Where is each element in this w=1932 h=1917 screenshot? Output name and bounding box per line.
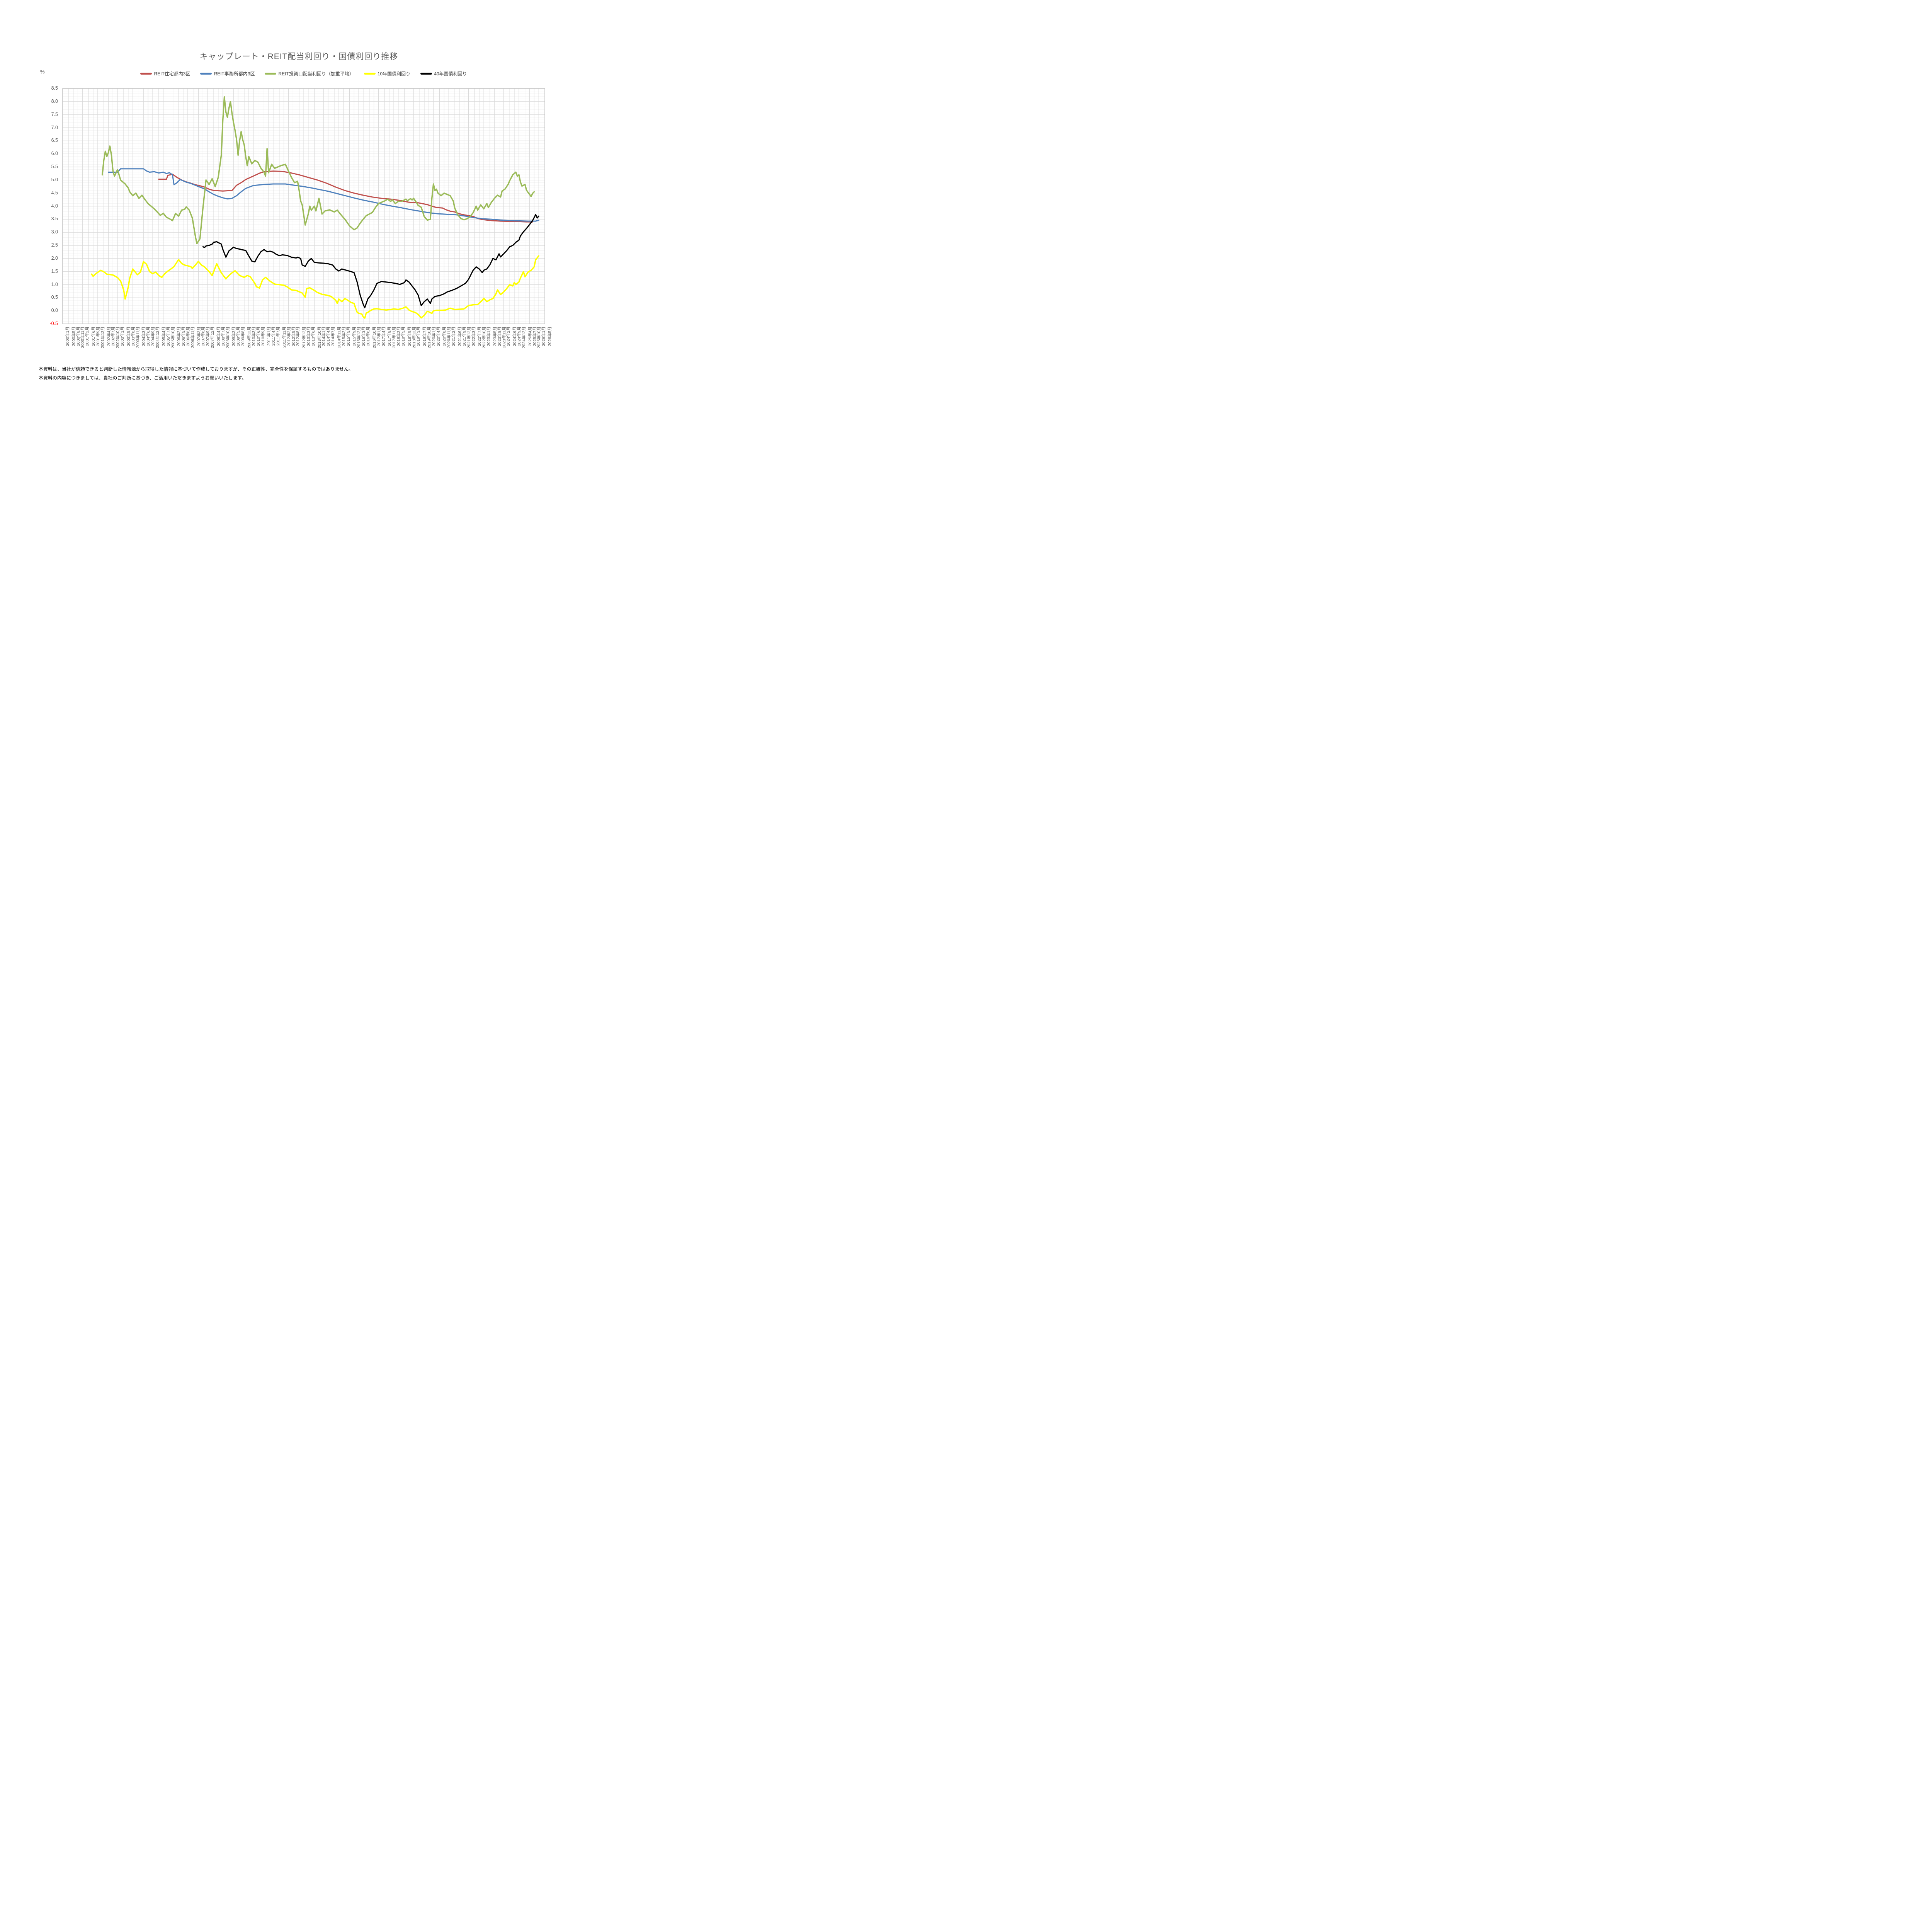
x-axis-tick-label: 2008年10月 (225, 327, 230, 349)
x-axis-tick-label: 2000年1月 (65, 327, 70, 346)
x-axis-tick-label: 2006年11月 (190, 327, 195, 348)
legend-line-swatch (364, 73, 376, 75)
y-axis-tick-label: 1.0 (51, 281, 58, 287)
legend-label: 10年国債利回り (377, 71, 411, 77)
legend-label: 40年国債利回り (434, 71, 467, 77)
y-axis-tick-label: 3.0 (51, 229, 58, 235)
chart-page: キャップレート・REIT配当利回り・国債利回り推移 % REIT住宅都内3区 RE… (0, 0, 598, 423)
x-axis-tick-label: 2010年9月 (260, 327, 265, 346)
x-axis-tick-label: 2021年2月 (451, 327, 456, 346)
x-axis-tick-label: 2023年1月 (486, 327, 492, 346)
x-axis-tick-label: 2016年6月 (366, 327, 371, 346)
y-axis-tick-label: 5.5 (51, 164, 58, 169)
legend-item: 40年国債利回り (420, 70, 467, 77)
footnote-line-2: 本資料の内容につきましては、貴社のご判断に基づき、ご活用いただきますようお願いい… (39, 375, 247, 381)
legend-item: 10年国債利回り (364, 70, 410, 77)
y-axis-tick-label: 4.5 (51, 190, 58, 196)
x-axis-tick-label: 2015年5月 (346, 327, 351, 346)
legend-item: REIT投資口配当利回り（加重平均） (265, 70, 354, 77)
x-axis-tick-label: 2012年8月 (296, 327, 301, 346)
x-axis-tick-label: 2003年1月 (120, 327, 125, 346)
legend-label: REIT投資口配当利回り（加重平均） (278, 71, 354, 77)
y-axis-tick-label: 3.5 (51, 216, 58, 222)
series-line-REIT事務所都内3区 (108, 168, 539, 222)
y-axis-tick-label: 0.5 (51, 295, 58, 300)
legend-line-swatch (200, 73, 212, 75)
legend-label: REIT事務所都内3区 (214, 71, 255, 77)
y-axis-tick-label: 1.5 (51, 268, 58, 274)
x-axis-tick-label: 2026年1月 (541, 327, 546, 346)
x-axis-tick-label: 2017年4月 (381, 327, 386, 346)
x-axis-tick-label: 2011年7月 (276, 327, 281, 346)
y-axis-tick-label: 2.5 (51, 242, 58, 248)
x-axis-tick-label: 2024年2月 (506, 327, 511, 346)
y-axis-tick-label: 4.0 (51, 203, 58, 209)
legend-item: REIT住宅都内3区 (140, 70, 190, 77)
y-axis-tick-label: 2.0 (51, 255, 58, 261)
y-axis-tick-label: 5.0 (51, 177, 58, 182)
x-axis-tick-label: 2026年5月 (548, 327, 552, 346)
footnotes: 本資料は、当社が信頼できると判断した情報源から取得した情報に基づいて作成しており… (39, 365, 353, 383)
x-axis-tick-label: 2013年6月 (311, 327, 316, 346)
x-axis-tick-label: 2001年2月 (85, 327, 90, 346)
x-axis-tick-label: 2001年12月 (100, 327, 105, 349)
x-axis-tick-label: 2005年10月 (170, 327, 175, 349)
footnote-line-1: 本資料は、当社が信頼できると判断した情報源から取得した情報に基づいて作成しており… (39, 366, 354, 372)
series-line-10年国債利回り (91, 255, 539, 319)
chart-svg (62, 88, 545, 324)
y-axis-tick-label: -0.5 (49, 321, 58, 326)
y-axis-tick-label: 7.5 (51, 111, 58, 117)
x-axis-tick-label: 2003年11月 (135, 327, 140, 348)
y-axis-tick-label: 8.5 (51, 85, 58, 91)
plot-border (62, 88, 545, 324)
legend-label: REIT住宅都内3区 (154, 71, 190, 77)
legend-line-swatch (140, 73, 152, 75)
y-axis-tick-label: 6.0 (51, 151, 58, 157)
y-axis-unit-label: % (40, 69, 45, 75)
series-line-40年国債利回り (202, 214, 539, 308)
x-axis-tick-label: 2004年12月 (155, 327, 160, 349)
y-axis-tick-label: 6.5 (51, 138, 58, 143)
y-axis-tick-label: 8.0 (51, 98, 58, 104)
x-axis-tick-label: 2019年3月 (416, 327, 421, 346)
series-line-REIT投資口配当利回り（加重平均） (101, 96, 535, 245)
x-axis-tick-label: 2009年8月 (241, 327, 246, 346)
x-axis-tick-label: 2014年7月 (331, 327, 336, 346)
chart-legend: REIT住宅都内3区 REIT事務所都内3区 REIT投資口配当利回り（加重平均） 1… (63, 70, 545, 77)
legend-line-swatch (265, 73, 277, 75)
legend-line-swatch (420, 73, 432, 75)
chart-plot-area: 8.5 8.0 7.5 7.0 6.5 6.0 5.5 5.0 4.5 4.0 3.5 3.0 2.5 2… (0, 0, 598, 423)
x-axis-tick-label: 2007年12月 (210, 327, 215, 349)
series-line-REIT住宅都内3区 (158, 170, 533, 223)
y-axis-tick-label: 7.0 (51, 124, 58, 130)
x-axis-tick-label: 2024年12月 (521, 327, 526, 349)
x-axis-tick-label: 2018年5月 (401, 327, 406, 346)
y-axis-tick-label: 0.0 (51, 308, 58, 313)
chart-title: キャップレート・REIT配当利回り・国債利回り推移 (199, 52, 398, 61)
x-axis-tick-label: 2020年4月 (436, 327, 441, 346)
x-axis-tick-label: 2022年3月 (471, 327, 476, 346)
legend-item: REIT事務所都内3区 (200, 70, 255, 77)
